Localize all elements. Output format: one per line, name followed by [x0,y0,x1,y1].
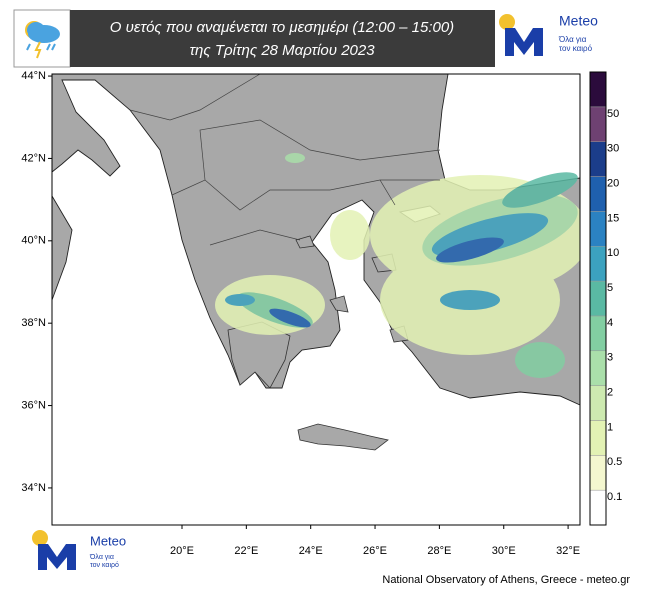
axes: 44°N 42°N 40°N 38°N 36°N 34°N 20°E 22°E 24°E 26°E… [21,70,580,557]
precipitation [215,153,580,378]
lon-label: 26°E [363,545,387,557]
map-frame [51,73,581,526]
sea [52,79,580,525]
legend: 0.1 0.5 1 2 3 4 5 10 15 20 30 50 [589,71,622,526]
color-swatch [589,106,607,142]
lon-label: 30°E [492,545,516,557]
lon-label: 20°E [170,545,194,557]
lat-label: 36°N [21,399,46,411]
legend-label: 50 [607,108,619,120]
black-sea [437,74,580,191]
color-swatch [589,385,607,421]
border [129,74,441,246]
logo-tagline: τον καιρό [90,561,119,569]
subtitle: της Τρίτης 28 Μαρτίου 2023 [189,42,375,59]
legend-label: 4 [607,317,613,329]
color-swatch [589,211,607,247]
lat-label: 42°N [21,152,46,164]
lat-label: 40°N [21,235,46,247]
color-swatch [589,245,607,282]
title-box [70,10,495,67]
footer-credit: National Observatory of Athens, Greece -… [382,574,630,586]
logo-tagline: τον καιρό [559,44,593,53]
color-swatch [589,315,607,352]
legend-label: 15 [607,212,619,224]
legend-label: 3 [607,352,613,364]
legend-label: 1 [607,421,613,433]
lat-label: 38°N [21,317,46,329]
legend-label: 0.1 [607,491,622,503]
map [52,74,580,525]
logo: Meteo Όλα για τον καιρό [499,13,598,56]
lon-label: 22°E [234,545,258,557]
logo-name: Meteo [90,533,126,548]
island [329,295,349,313]
logo-tagline: Όλα για [89,554,114,561]
color-swatch [589,455,607,491]
island [295,235,315,249]
lat-label: 44°N [21,70,46,82]
legend-label: 0.5 [607,456,622,468]
legend-label: 2 [607,387,613,399]
color-swatch [589,489,607,526]
color-swatch [589,71,607,108]
legend-label: 5 [607,282,613,294]
lon-label: 24°E [299,545,323,557]
logo: Meteo Όλα για τον καιρό [32,530,126,570]
legend-label: 10 [607,247,619,259]
color-swatch [589,420,607,456]
color-swatch [589,176,607,212]
legend-label: 20 [607,177,619,189]
legend-label: 30 [607,143,619,155]
color-swatch [589,280,607,317]
lat-label: 34°N [21,482,46,494]
logo-tagline: Όλα για [558,35,587,44]
lon-label: 28°E [427,545,451,557]
color-swatch [589,350,607,386]
logo-name: Meteo [559,13,598,29]
lon-label: 32°E [556,545,580,557]
title: Ο υετός που αναμένεται το μεσημέρι (12:0… [110,19,454,36]
weather-icon [25,21,60,59]
legend-frame [589,71,607,526]
crete [297,423,389,451]
color-swatch [589,141,607,177]
